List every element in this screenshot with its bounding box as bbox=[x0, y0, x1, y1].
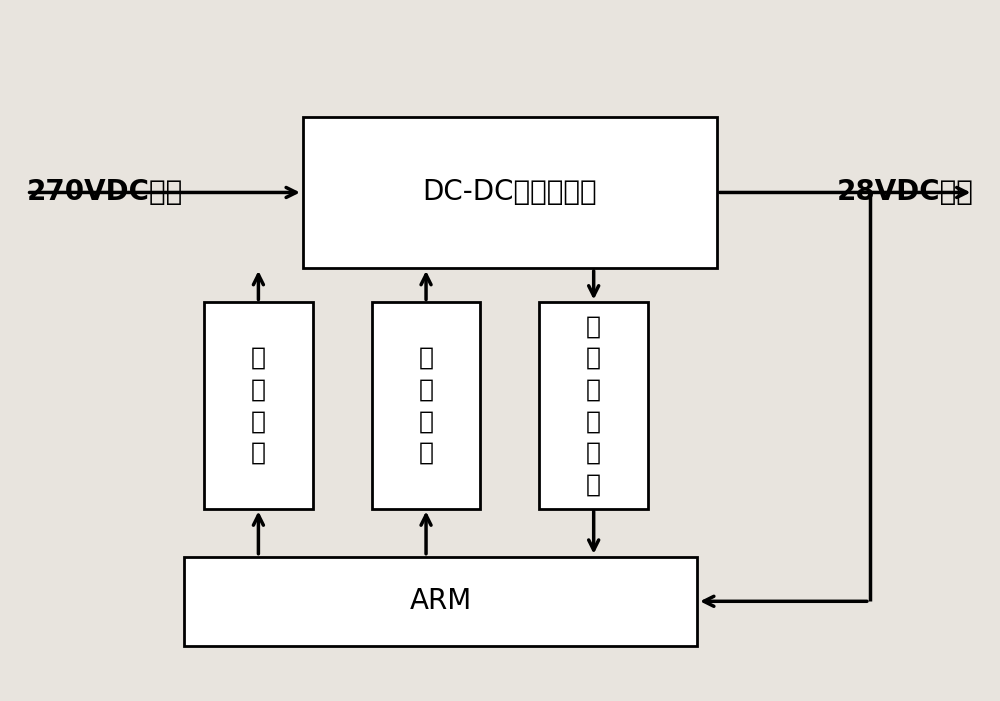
Bar bbox=[204, 302, 313, 508]
Text: 28VDC输出: 28VDC输出 bbox=[836, 179, 973, 207]
Bar bbox=[184, 557, 697, 646]
Text: 状
态
信
号
检
测: 状 态 信 号 检 测 bbox=[586, 315, 601, 496]
Bar bbox=[303, 117, 717, 268]
Text: 270VDC输入: 270VDC输入 bbox=[27, 179, 183, 207]
Text: DC-DC变换主电路: DC-DC变换主电路 bbox=[423, 179, 597, 207]
Bar bbox=[539, 302, 648, 508]
Bar bbox=[372, 302, 480, 508]
Text: 保
护
电
路: 保 护 电 路 bbox=[419, 346, 434, 465]
Text: 驱
动
电
路: 驱 动 电 路 bbox=[251, 346, 266, 465]
Text: ARM: ARM bbox=[410, 587, 472, 615]
